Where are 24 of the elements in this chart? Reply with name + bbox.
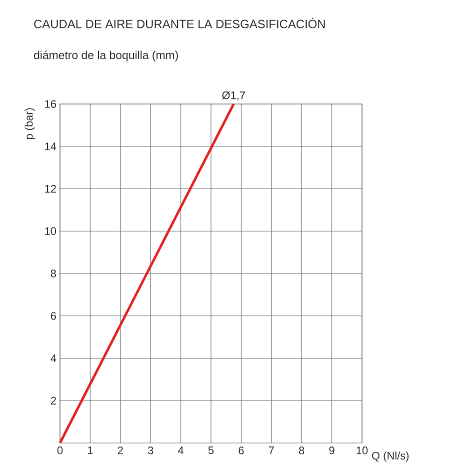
y-tick-label: 12 bbox=[45, 184, 56, 193]
y-tick-label: 10 bbox=[45, 227, 56, 236]
x-tick-label: 6 bbox=[238, 446, 244, 454]
x-tick-label: 8 bbox=[299, 446, 304, 454]
x-tick-label: 3 bbox=[148, 446, 154, 454]
chart-subtitle: diámetro de la boquilla (mm) bbox=[34, 50, 178, 62]
y-tick-label: 14 bbox=[45, 142, 56, 150]
x-tick-label: 10 bbox=[356, 446, 368, 454]
x-tick-label: 9 bbox=[329, 446, 334, 454]
y-tick-label: 8 bbox=[50, 270, 56, 278]
chart-title: CAUDAL DE AIRE DURANTE LA DESGASIFICACIÓN bbox=[34, 18, 325, 28]
y-tick-label: 2 bbox=[50, 396, 56, 404]
x-tick-label: 5 bbox=[208, 446, 214, 454]
y-tick-label: 6 bbox=[50, 312, 56, 320]
y-tick-label: 4 bbox=[50, 354, 56, 362]
x-tick-label: 7 bbox=[268, 446, 274, 454]
x-tick-label: 2 bbox=[118, 446, 123, 454]
x-tick-label: 1 bbox=[88, 446, 93, 454]
annotation: Ø1,7 bbox=[222, 91, 245, 100]
x-tick-label: 4 bbox=[178, 446, 184, 454]
y-axis-title: p (bar) bbox=[24, 108, 35, 140]
x-tick-label: 0 bbox=[57, 446, 63, 454]
y-tick-label: 16 bbox=[45, 100, 56, 108]
x-axis-title: Q (Nl/s) bbox=[372, 452, 409, 462]
